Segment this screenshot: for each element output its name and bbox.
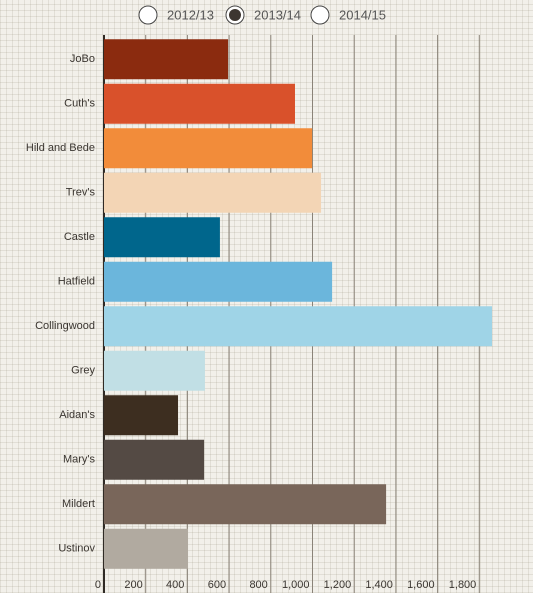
y-tick-label: Trev's <box>66 187 96 199</box>
y-tick-label: Hild and Bede <box>26 142 95 154</box>
y-tick-label: Aidan's <box>59 409 95 421</box>
x-tick-label: 1,000 <box>282 579 310 591</box>
x-tick-label: 0 <box>95 579 101 591</box>
x-tick-label: 1,800 <box>449 579 477 591</box>
bar <box>104 306 493 347</box>
x-tick-label: 800 <box>249 579 267 591</box>
bar <box>104 528 189 569</box>
bar <box>104 128 313 169</box>
x-tick-label: 600 <box>208 579 226 591</box>
y-tick-label: Collingwood <box>35 320 95 332</box>
y-tick-label: Castle <box>64 231 95 243</box>
bar <box>104 439 205 480</box>
y-tick-label: Grey <box>71 365 95 377</box>
y-tick-label: Hatfield <box>58 276 95 288</box>
bar <box>104 172 322 213</box>
radio-selected-dot <box>229 9 241 21</box>
x-tick-label: 1,200 <box>324 579 352 591</box>
x-tick-label: 400 <box>166 579 184 591</box>
y-tick-label: Mary's <box>63 454 96 466</box>
bar <box>104 261 333 302</box>
bar <box>104 395 179 436</box>
legend-label[interactable]: 2012/13 <box>167 7 214 22</box>
bar <box>104 484 387 525</box>
y-tick-label: Mildert <box>62 498 95 510</box>
radio-button[interactable] <box>310 5 330 25</box>
bar <box>104 350 205 391</box>
y-tick-label: Ustinov <box>58 543 95 555</box>
radio-button[interactable] <box>138 5 158 25</box>
legend-label[interactable]: 2014/15 <box>339 7 386 22</box>
bar <box>104 217 220 258</box>
legend-label[interactable]: 2013/14 <box>254 7 301 22</box>
x-tick-label: 200 <box>124 579 142 591</box>
x-tick-label: 1,400 <box>365 579 393 591</box>
y-tick-label: JoBo <box>70 53 95 65</box>
x-tick-label: 1,600 <box>407 579 435 591</box>
bar <box>104 83 295 124</box>
y-tick-label: Cuth's <box>64 98 95 110</box>
bar <box>104 39 229 80</box>
